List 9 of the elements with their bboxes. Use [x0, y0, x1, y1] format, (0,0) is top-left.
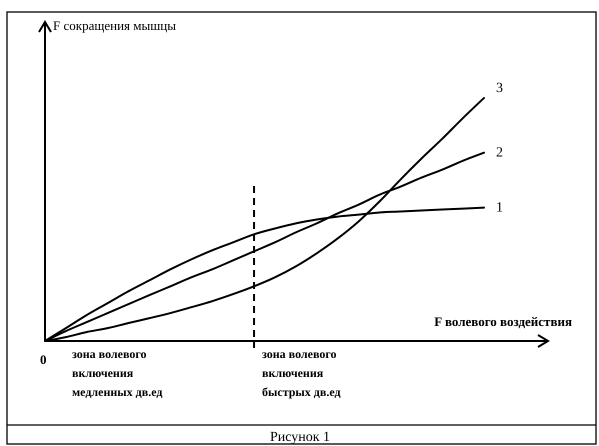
series-label: 1 — [496, 200, 503, 216]
series-label: 2 — [496, 146, 503, 161]
x-axis-title: F волевого воздействия — [434, 314, 572, 329]
text: Рисунок 1 — [270, 430, 330, 445]
text: F сокращения мышцы — [53, 18, 176, 33]
text: зона волевого включения медленных дв.ед — [72, 347, 162, 399]
text: зона волевого включения быстрых дв.ед — [262, 347, 341, 399]
text: 0 — [40, 352, 46, 367]
series-label: 3 — [496, 81, 503, 96]
